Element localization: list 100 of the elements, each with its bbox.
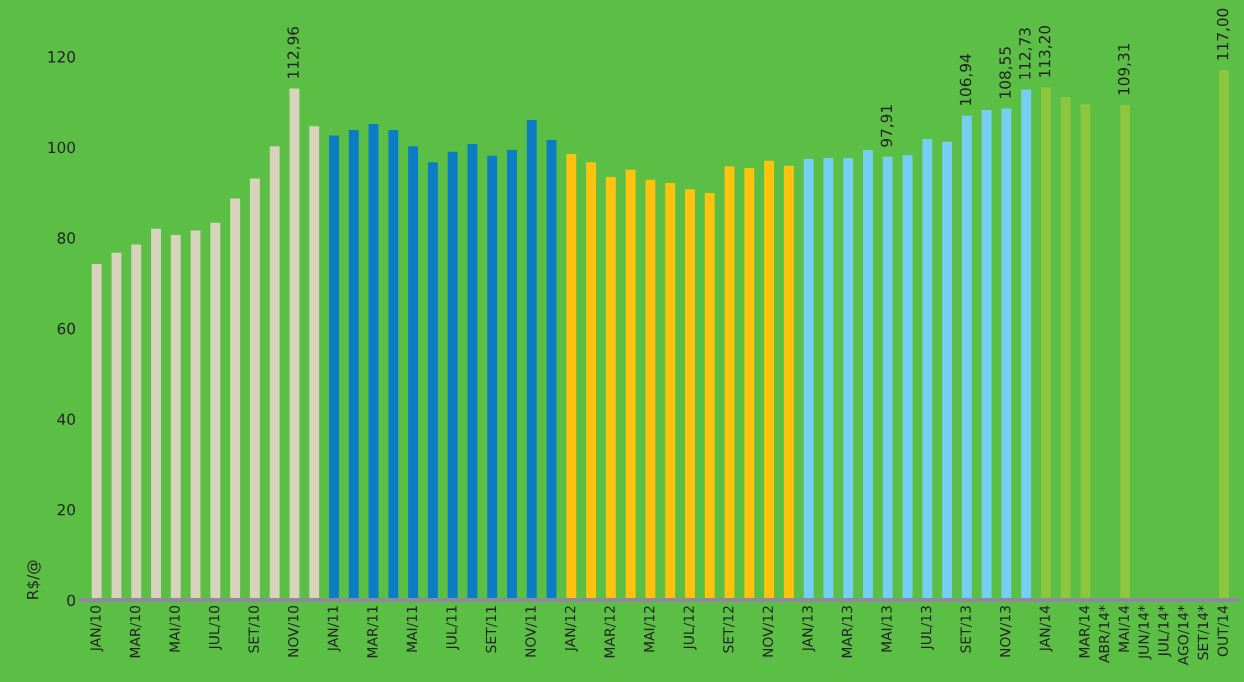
x-tick-label: JUN/14* xyxy=(1138,605,1152,660)
bar xyxy=(843,158,854,601)
bar xyxy=(863,149,873,601)
x-tick-label: JAN/11 xyxy=(327,606,341,652)
bar xyxy=(526,120,537,601)
x-tick-label: MAR/14 xyxy=(1079,605,1091,658)
x-tick-label: SET/10 xyxy=(248,605,261,653)
bar xyxy=(803,158,814,601)
data-label: 113,20 xyxy=(1038,25,1052,77)
x-tick-label: JUL/12 xyxy=(683,606,697,651)
bar xyxy=(329,135,339,601)
x-tick-label: MAR/12 xyxy=(604,606,616,658)
bar xyxy=(645,179,656,601)
bar xyxy=(882,156,893,601)
x-tick-label: MAR/13 xyxy=(841,606,854,658)
bar xyxy=(309,126,320,601)
x-tick-label: JUL/11 xyxy=(446,606,460,651)
bar xyxy=(981,110,992,601)
x-tick-label: SET/12 xyxy=(723,606,735,653)
bar xyxy=(961,115,972,601)
bar xyxy=(269,146,280,601)
y-tick-label: 80 xyxy=(57,232,75,244)
bar xyxy=(546,139,557,601)
bar xyxy=(289,88,300,601)
x-tick-label: MAI/14 xyxy=(1118,605,1131,652)
bar xyxy=(566,153,577,601)
x-tick-label: MAI/12 xyxy=(643,606,656,652)
data-label: 106,94 xyxy=(959,54,973,106)
y-axis-title: R$/@ xyxy=(26,560,41,599)
bar xyxy=(170,235,181,601)
y-tick-label: 100 xyxy=(48,141,75,154)
x-tick-label: JUL/13 xyxy=(920,606,934,651)
x-tick-label: JAN/10 xyxy=(90,605,104,652)
bar xyxy=(1080,104,1091,601)
bar xyxy=(1218,70,1229,601)
x-tick-label: ABR/14* xyxy=(1098,605,1111,663)
bar xyxy=(942,141,953,601)
bar xyxy=(91,264,102,601)
bar xyxy=(1120,105,1130,601)
x-tick-label: NOV/11 xyxy=(525,606,537,657)
bar xyxy=(111,252,122,601)
y-tick-label: 120 xyxy=(48,51,75,63)
bar xyxy=(764,160,775,601)
bar xyxy=(507,149,517,601)
y-tick-label: 40 xyxy=(57,413,75,425)
bar xyxy=(665,182,676,601)
data-label: 112,73 xyxy=(1019,28,1033,79)
x-tick-label: SET/13 xyxy=(960,606,972,653)
data-label: 109,31 xyxy=(1117,43,1132,95)
x-tick-label: SET/14* xyxy=(1197,605,1210,660)
x-tick-label: MAI/10 xyxy=(169,605,181,652)
y-tick-label: 60 xyxy=(57,322,75,335)
bar xyxy=(487,155,498,601)
bar xyxy=(744,168,755,601)
bar xyxy=(447,151,458,601)
bar xyxy=(1041,87,1051,601)
bar xyxy=(408,146,419,601)
bar xyxy=(1021,89,1032,601)
bar xyxy=(230,198,241,601)
x-tick-label: AGO/14* xyxy=(1177,605,1190,666)
bar xyxy=(467,144,478,601)
y-tick-label: 20 xyxy=(57,504,75,516)
x-tick-label: NOV/12 xyxy=(762,606,775,657)
x-tick-label: SET/11 xyxy=(485,606,498,653)
bar xyxy=(685,189,695,601)
bar xyxy=(724,166,735,601)
bar xyxy=(348,129,359,601)
x-tick-label: NOV/13 xyxy=(999,606,1012,657)
x-tick-label: JUL/14* xyxy=(1158,605,1172,658)
bar xyxy=(1001,108,1012,601)
data-label: 108,55 xyxy=(999,47,1013,98)
x-tick-label: MAI/11 xyxy=(406,606,419,652)
data-label: 117,00 xyxy=(1216,8,1230,60)
x-tick-label: JAN/12 xyxy=(564,606,578,652)
bar xyxy=(922,139,933,601)
data-label: 112,96 xyxy=(287,26,301,78)
bar xyxy=(190,230,201,601)
bar xyxy=(605,177,616,601)
bar xyxy=(625,169,636,601)
y-tick-label: 0 xyxy=(67,594,75,607)
bar xyxy=(249,178,260,601)
x-tick-label: MAI/13 xyxy=(881,606,893,652)
x-tick-label: NOV/10 xyxy=(287,605,300,657)
x-tick-label: OUT/14 xyxy=(1217,605,1230,657)
bar xyxy=(823,158,834,601)
bar xyxy=(902,155,913,601)
x-tick-label: MAR/11 xyxy=(367,606,379,658)
bar xyxy=(704,192,715,601)
data-label: 97,91 xyxy=(880,105,894,147)
bar xyxy=(783,165,794,601)
bar xyxy=(368,124,379,601)
bar xyxy=(1060,97,1071,601)
x-tick-label: JAN/14 xyxy=(1039,605,1053,652)
x-tick-label: JAN/13 xyxy=(802,606,816,652)
bar xyxy=(586,162,597,601)
bar xyxy=(427,162,438,601)
bar xyxy=(151,228,161,601)
x-tick-label: JUL/10 xyxy=(208,605,222,651)
x-tick-label: MAR/10 xyxy=(129,605,142,658)
bar xyxy=(131,244,142,601)
